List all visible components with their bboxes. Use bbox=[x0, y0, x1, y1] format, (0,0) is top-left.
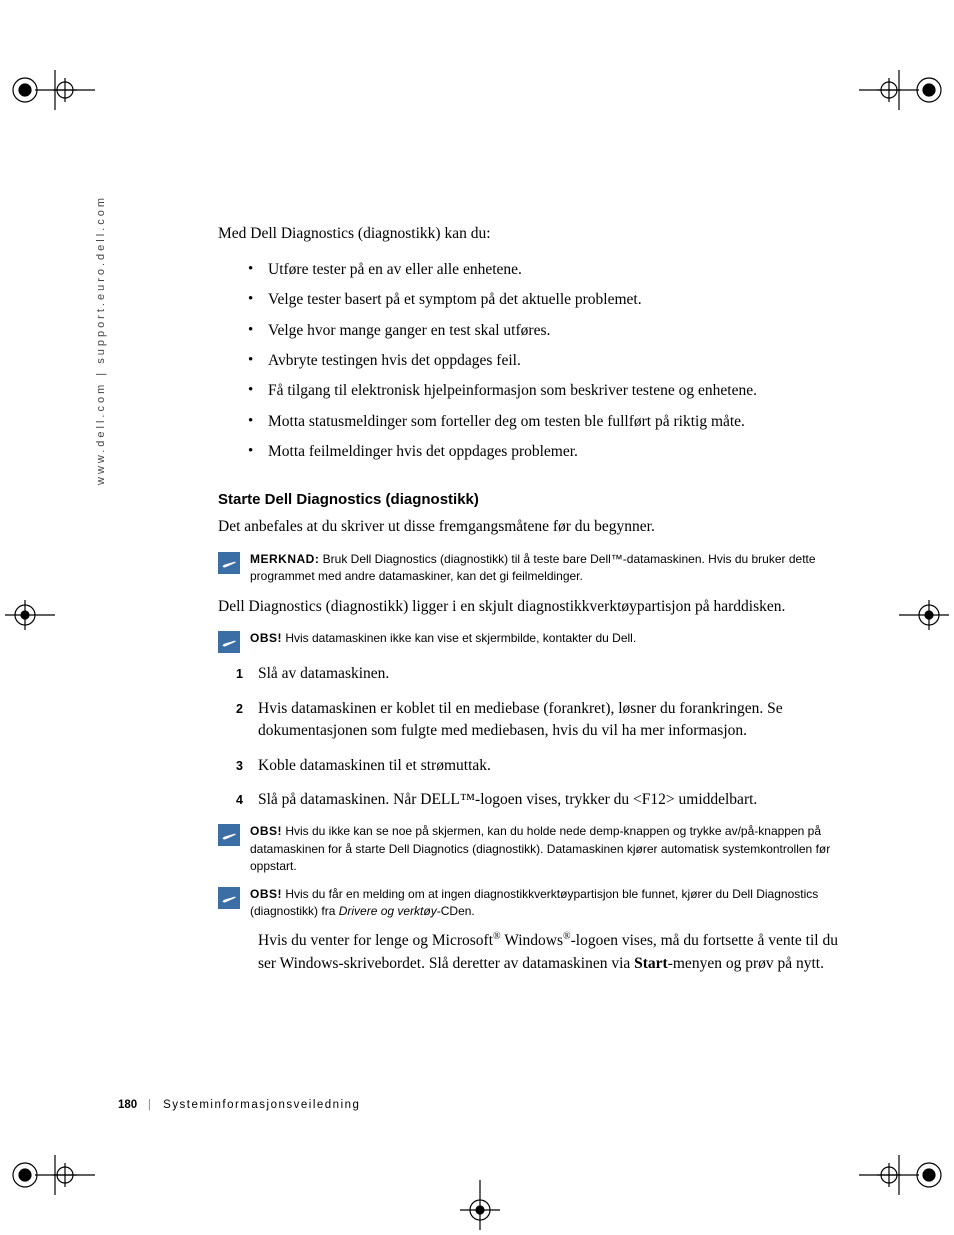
crop-mark-mr bbox=[899, 595, 949, 635]
note-text: OBS! Hvis du ikke kan se noe på skjermen… bbox=[250, 823, 843, 875]
note-icon bbox=[218, 552, 240, 574]
crop-mark-bl bbox=[5, 1135, 95, 1195]
note-obs: OBS! Hvis datamaskinen ikke kan vise et … bbox=[218, 630, 843, 653]
page-footer: 180 | Systeminformasjonsveiledning bbox=[118, 1099, 360, 1111]
list-item: Motta statusmeldinger som forteller deg … bbox=[248, 409, 843, 435]
step-item: 2Hvis datamaskinen er koblet til en medi… bbox=[236, 698, 843, 743]
note-text: OBS! Hvis datamaskinen ikke kan vise et … bbox=[250, 630, 636, 647]
crop-mark-bc bbox=[455, 1180, 505, 1230]
crop-mark-tl bbox=[5, 70, 95, 130]
list-item: Utføre tester på en av eller alle enhete… bbox=[248, 257, 843, 283]
list-item: Velge hvor mange ganger en test skal utf… bbox=[248, 318, 843, 344]
crop-mark-tr bbox=[859, 70, 949, 130]
list-item: Motta feilmeldinger hvis det oppdages pr… bbox=[248, 439, 843, 465]
feature-list: Utføre tester på en av eller alle enhete… bbox=[248, 257, 843, 465]
note-text: MERKNAD: Bruk Dell Diagnostics (diagnost… bbox=[250, 551, 843, 586]
crop-mark-ml bbox=[5, 595, 55, 635]
note-icon bbox=[218, 824, 240, 846]
note-icon bbox=[218, 631, 240, 653]
paragraph: Hvis du venter for lenge og Microsoft® W… bbox=[258, 930, 843, 975]
footer-title: Systeminformasjonsveiledning bbox=[163, 1099, 360, 1111]
page-content: Med Dell Diagnostics (diagnostikk) kan d… bbox=[218, 225, 843, 976]
list-item: Velge tester basert på et symptom på det… bbox=[248, 287, 843, 313]
note-merknad: MERKNAD: Bruk Dell Diagnostics (diagnost… bbox=[218, 551, 843, 586]
note-obs: OBS! Hvis du ikke kan se noe på skjermen… bbox=[218, 823, 843, 875]
paragraph: Dell Diagnostics (diagnostikk) ligger i … bbox=[218, 596, 843, 618]
step-item: 4Slå på datamaskinen. Når DELL™-logoen v… bbox=[236, 789, 843, 811]
footer-separator: | bbox=[148, 1099, 153, 1111]
list-item: Avbryte testingen hvis det oppdages feil… bbox=[248, 348, 843, 374]
note-icon bbox=[218, 887, 240, 909]
section-heading: Starte Dell Diagnostics (diagnostikk) bbox=[218, 491, 843, 508]
step-item: 3Koble datamaskinen til et strømuttak. bbox=[236, 755, 843, 777]
sidebar-url: www.dell.com | support.euro.dell.com bbox=[95, 195, 107, 485]
crop-mark-br bbox=[859, 1135, 949, 1195]
step-list: 1Slå av datamaskinen. 2Hvis datamaskinen… bbox=[236, 663, 843, 811]
list-item: Få tilgang til elektronisk hjelpeinforma… bbox=[248, 378, 843, 404]
page-number: 180 bbox=[118, 1099, 137, 1111]
paragraph: Det anbefales at du skriver ut disse fre… bbox=[218, 516, 843, 538]
step-item: 1Slå av datamaskinen. bbox=[236, 663, 843, 685]
note-text: OBS! Hvis du får en melding om at ingen … bbox=[250, 886, 843, 921]
intro-text: Med Dell Diagnostics (diagnostikk) kan d… bbox=[218, 225, 843, 243]
note-obs: OBS! Hvis du får en melding om at ingen … bbox=[218, 886, 843, 921]
